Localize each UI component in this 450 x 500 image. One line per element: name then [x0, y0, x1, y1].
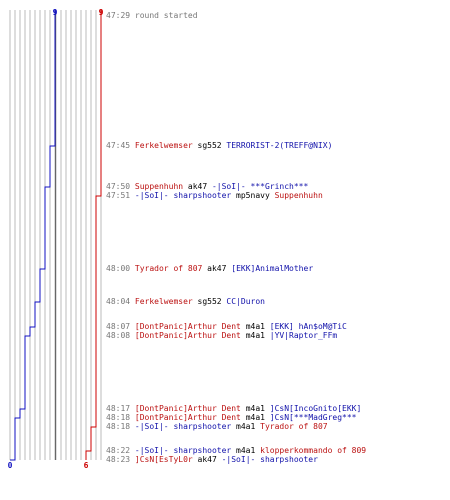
log-weapon: ak47: [202, 264, 232, 273]
t-alive-line: [85, 10, 102, 460]
log-player: [DontPanic]Arthur Dent: [134, 331, 241, 340]
log-player: -|SoI|- sharpshooter: [134, 422, 232, 431]
log-time: 48:22: [106, 446, 135, 455]
log-entry: 48:17 [DontPanic]Arthur Dent m4a1 ]CsN[I…: [106, 404, 361, 413]
log-time: 48:00: [106, 264, 135, 273]
log-weapon: m4a1: [240, 322, 270, 331]
log-player: Ferkelwemser: [134, 141, 193, 150]
log-weapon: m4a1: [240, 331, 270, 340]
log-player: |YV|Raptor_FFm: [269, 331, 338, 340]
log-player: -|SoI|- sharpshooter: [134, 191, 232, 200]
log-entry: 48:04 Ferkelwemser sg552 CC|Duron: [106, 297, 265, 306]
log-player: Tyrador of 807: [134, 264, 203, 273]
log-time: 47:50: [106, 182, 135, 191]
log-weapon: mp5navy: [231, 191, 275, 200]
log-weapon: m4a1: [231, 422, 261, 431]
alive-players-graph: 9 9 0 6: [8, 8, 104, 470]
ct-alive-line: [10, 10, 56, 461]
log-player: Ferkelwemser: [134, 297, 193, 306]
log-weapon: sg552: [192, 297, 227, 306]
log-entry: 48:08 [DontPanic]Arthur Dent m4a1 |YV|Ra…: [106, 331, 337, 340]
log-player: round started: [134, 11, 198, 20]
log-time: 48:18: [106, 413, 135, 422]
log-entry: 48:23 ]CsN[EsTyL0r ak47 -|SoI|- sharpsho…: [106, 455, 318, 464]
log-weapon: ak47: [183, 182, 212, 191]
log-player: ]CsN[***MadGreg***: [269, 413, 357, 422]
log-time: 47:51: [106, 191, 135, 200]
log-entry: 47:51 -|SoI|- sharpshooter mp5navy Suppe…: [106, 191, 323, 200]
log-entry: 47:45 Ferkelwemser sg552 TERRORIST-2(TRE…: [106, 141, 332, 150]
log-entry: 48:18 [DontPanic]Arthur Dent m4a1 ]CsN[*…: [106, 413, 356, 422]
log-player: [DontPanic]Arthur Dent: [134, 404, 241, 413]
log-player: [DontPanic]Arthur Dent: [134, 413, 241, 422]
t-end-count: 6: [84, 461, 89, 470]
log-player: [EKK]AnimalMother: [231, 264, 314, 273]
ct-end-count: 0: [8, 461, 13, 470]
log-weapon: sg552: [192, 141, 227, 150]
log-weapon: m4a1: [240, 404, 270, 413]
log-player: [EKK] hAn$oM@TiC: [269, 322, 347, 331]
log-time: 48:23: [106, 455, 135, 464]
log-player: TERRORIST-2(TREFF@NIX): [226, 141, 333, 150]
log-player: -|SoI|- sharpshooter: [134, 446, 232, 455]
log-player: klopperkommando of 809: [260, 446, 367, 455]
log-player: Suppenhuhn: [274, 191, 323, 200]
log-time: 47:45: [106, 141, 135, 150]
log-entry: 48:07 [DontPanic]Arthur Dent m4a1 [EKK] …: [106, 322, 347, 331]
t-start-count: 9: [99, 8, 104, 17]
log-weapon: ak47: [192, 455, 222, 464]
log-entry: 47:29 round started: [106, 11, 198, 20]
log-time: 48:04: [106, 297, 135, 306]
log-player: Suppenhuhn: [134, 182, 184, 191]
log-weapon: m4a1: [231, 446, 261, 455]
log-time: 48:08: [106, 331, 135, 340]
log-entry: 47:50 Suppenhuhn ak47 -|SoI|- ***Grinch*…: [106, 182, 308, 191]
log-player: Tyrador of 807: [260, 422, 328, 431]
log-player: ]CsN[EsTyL0r: [134, 455, 193, 464]
log-time: 48:18: [106, 422, 135, 431]
log-entry: 48:00 Tyrador of 807 ak47 [EKK]AnimalMot…: [106, 264, 313, 273]
log-player: -|SoI|- ***Grinch***: [211, 182, 309, 191]
log-weapon: m4a1: [240, 413, 270, 422]
log-player: [DontPanic]Arthur Dent: [134, 322, 241, 331]
log-time: 47:29: [106, 11, 135, 20]
log-entry: 48:18 -|SoI|- sharpshooter m4a1 Tyrador …: [106, 422, 328, 431]
log-player: ]CsN[IncoGnito[EKK]: [269, 404, 362, 413]
log-entry: 48:22 -|SoI|- sharpshooter m4a1 klopperk…: [106, 446, 366, 455]
log-time: 48:07: [106, 322, 135, 331]
ct-start-count: 9: [53, 8, 58, 17]
log-player: CC|Duron: [226, 297, 265, 306]
log-time: 48:17: [106, 404, 135, 413]
log-player: -|SoI|- sharpshooter: [221, 455, 318, 464]
